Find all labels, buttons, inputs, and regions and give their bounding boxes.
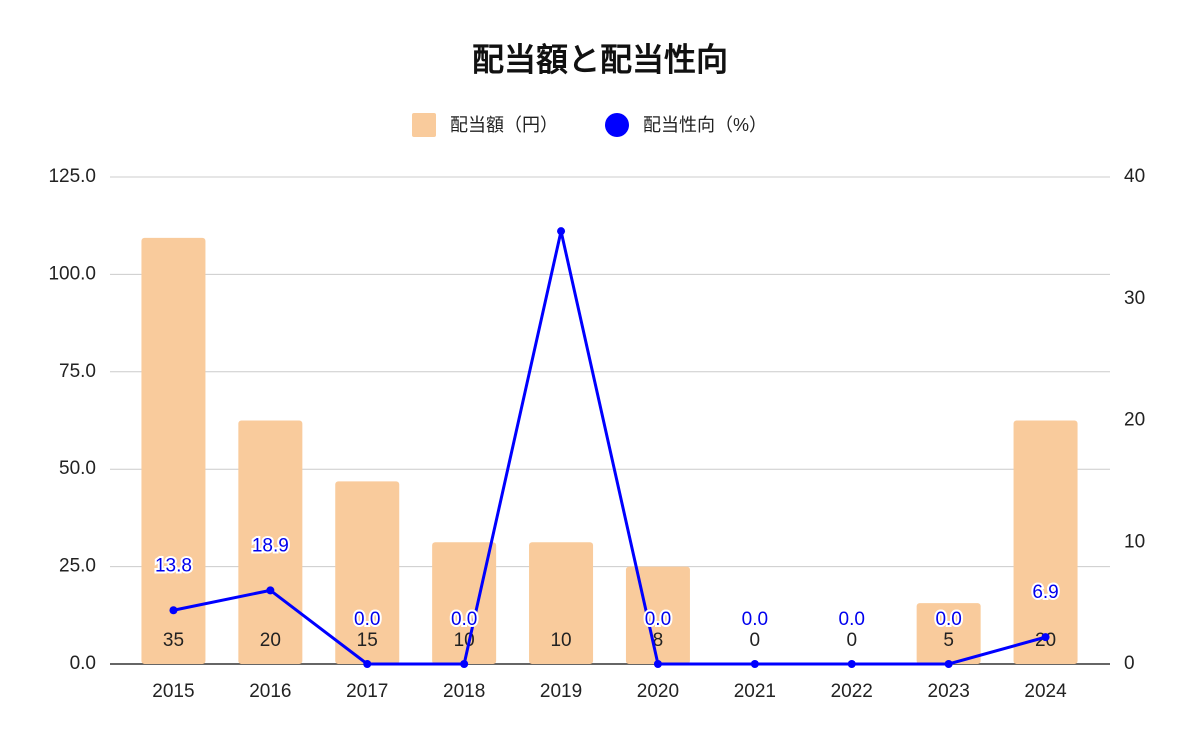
bar [1013, 420, 1078, 664]
point [363, 660, 372, 668]
bar [432, 542, 497, 664]
point [944, 660, 953, 668]
line-value-label: 0.0 [354, 609, 380, 630]
x-tick-label: 2018 [443, 681, 485, 702]
point [1041, 633, 1050, 642]
bar-value-label: 35 [163, 630, 184, 651]
line-value-label: 0.0 [742, 609, 768, 630]
bar-value-label: 10 [550, 630, 571, 651]
bar-value-label: 0 [846, 630, 857, 651]
chart-title: 配当額と配当性向 [472, 41, 728, 77]
line-value-label: 0.0 [839, 609, 865, 630]
legend-label: 配当額（円） [450, 115, 558, 135]
point [750, 660, 759, 668]
bar [141, 237, 206, 664]
point [557, 227, 566, 236]
line-value-label: 0.0 [645, 609, 671, 630]
y2-tick-label: 40 [1124, 166, 1145, 187]
point [653, 660, 662, 668]
point [169, 606, 178, 615]
y-tick-label: 125.0 [48, 166, 96, 187]
y2-tick-label: 0 [1124, 653, 1135, 674]
x-tick-label: 2020 [637, 681, 679, 702]
x-tick-label: 2022 [831, 681, 873, 702]
y2-tick-label: 10 [1124, 531, 1145, 552]
x-tick-label: 2023 [928, 681, 970, 702]
bar [335, 481, 400, 664]
legend-swatch [412, 113, 436, 137]
line-value-label: 0.0 [451, 609, 477, 630]
line-value-label: 13.8 [155, 555, 192, 576]
bar-value-label: 20 [260, 630, 281, 651]
line-value-label: 18.9 [252, 535, 289, 556]
y2-tick-label: 20 [1124, 410, 1145, 431]
line [173, 230, 1046, 666]
legend-label: 配当性向（%） [643, 115, 767, 135]
line-value-label: 6.9 [1032, 582, 1058, 603]
y-tick-label: 100.0 [48, 263, 96, 284]
y-tick-label: 75.0 [59, 361, 96, 382]
x-tick-label: 2017 [346, 681, 388, 702]
x-tick-label: 2019 [540, 681, 582, 702]
bar-value-label: 15 [357, 630, 378, 651]
legend-swatch [605, 113, 629, 137]
y-tick-label: 25.0 [59, 556, 96, 577]
x-tick-label: 2021 [734, 681, 776, 702]
bar-value-label: 8 [653, 630, 664, 651]
point [266, 586, 275, 595]
point [847, 660, 856, 668]
bar [916, 603, 981, 664]
x-tick-label: 2016 [249, 681, 291, 702]
line-value-label: 0.0 [935, 609, 961, 630]
bar-value-label: 5 [943, 630, 954, 651]
bar [529, 542, 594, 664]
x-tick-label: 2024 [1024, 681, 1067, 702]
y-tick-label: 50.0 [59, 458, 96, 479]
x-tick-label: 2015 [152, 681, 194, 702]
y2-tick-label: 30 [1124, 288, 1145, 309]
y-tick-label: 0.0 [70, 653, 96, 674]
bar-value-label: 0 [750, 630, 761, 651]
point [460, 660, 469, 668]
